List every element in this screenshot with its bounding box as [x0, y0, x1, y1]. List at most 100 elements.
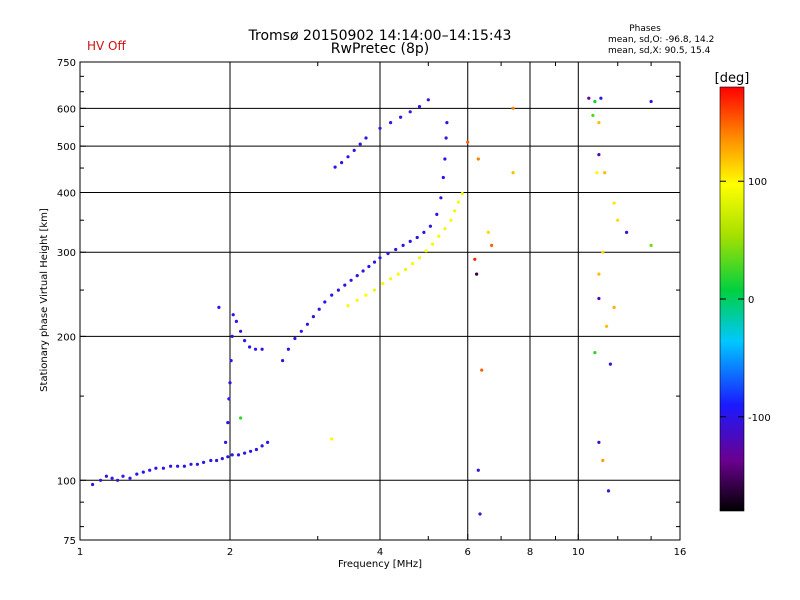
- echo-point: [364, 136, 368, 140]
- echo-point: [476, 157, 480, 161]
- x-tick-label: 4: [377, 547, 383, 558]
- x-tick-label: 10: [572, 547, 585, 558]
- echo-point: [110, 476, 114, 480]
- echo-point: [408, 239, 412, 243]
- echo-point: [593, 351, 597, 355]
- echo-point: [249, 449, 253, 453]
- echo-point: [466, 140, 470, 144]
- echo-point: [480, 368, 484, 372]
- echo-point: [217, 305, 221, 309]
- echo-point: [417, 256, 422, 260]
- echo-point: [346, 304, 350, 308]
- echo-point: [333, 165, 337, 169]
- echo-point: [456, 200, 461, 204]
- echo-point: [236, 453, 241, 457]
- echo-point: [91, 482, 95, 487]
- echo-point: [323, 300, 327, 304]
- echo-point: [443, 227, 447, 231]
- x-tick-label: 2: [227, 547, 233, 558]
- echo-point: [330, 437, 334, 441]
- phase-colorbar: [deg] 100 0 -100: [715, 71, 771, 512]
- y-axis-ticks: 75 100 200 300 400 500 600 750: [57, 58, 680, 547]
- echo-point: [336, 288, 340, 292]
- echo-point: [473, 257, 477, 261]
- x-tick-label: 8: [527, 547, 533, 558]
- y-tick-label: 750: [57, 58, 76, 69]
- hv-status-label: HV Off: [87, 39, 126, 53]
- echo-point: [228, 381, 232, 385]
- echo-point: [239, 416, 243, 420]
- x-tick-label: 6: [465, 547, 471, 558]
- echo-point: [597, 153, 601, 157]
- echo-point: [340, 161, 344, 165]
- y-tick-label: 300: [57, 248, 76, 259]
- echo-point: [226, 455, 230, 459]
- echo-point: [424, 249, 428, 253]
- echo-point: [587, 96, 591, 100]
- echo-point: [220, 457, 224, 461]
- echo-point: [317, 307, 321, 311]
- echo-point: [121, 474, 125, 478]
- echo-point: [202, 460, 206, 464]
- echo-point: [215, 458, 219, 463]
- echo-point: [209, 458, 213, 463]
- colorbar-tick-label: 0: [748, 295, 754, 306]
- echo-point: [116, 478, 120, 482]
- echo-point: [403, 267, 408, 272]
- echo-point: [625, 230, 629, 234]
- echo-point: [161, 466, 165, 470]
- echo-point: [189, 462, 193, 466]
- echo-point: [352, 148, 356, 152]
- echo-point: [104, 474, 108, 478]
- echo-point: [439, 196, 443, 200]
- echo-point: [649, 99, 653, 104]
- echo-point: [649, 243, 653, 247]
- echo-point: [606, 489, 611, 493]
- y-tick-label: 600: [57, 104, 76, 115]
- echo-point: [428, 224, 432, 228]
- echo-point: [227, 397, 231, 401]
- echo-point: [230, 334, 234, 338]
- echo-point: [243, 339, 247, 343]
- echo-point: [601, 458, 605, 463]
- echo-point: [437, 234, 441, 238]
- echo-point: [411, 262, 415, 266]
- echo-point: [603, 171, 607, 175]
- x-tick-label: 16: [674, 547, 687, 558]
- y-tick-label: 500: [57, 142, 76, 153]
- x-axis-ticks: 1 2 4 6 8 10 16: [77, 62, 687, 558]
- y-tick-label: 100: [57, 476, 76, 487]
- echo-point: [231, 313, 235, 317]
- echo-point: [253, 347, 258, 351]
- y-axis-label: Stationary phase Virtual Height [km]: [39, 208, 50, 392]
- echo-point: [281, 359, 285, 363]
- echo-point: [511, 106, 515, 110]
- echo-point: [426, 98, 430, 102]
- echo-point: [605, 324, 609, 328]
- chart-subtitle: RwPretec (8p): [331, 41, 429, 57]
- echo-point: [591, 113, 595, 117]
- echo-point: [597, 296, 601, 301]
- echo-point: [435, 212, 439, 216]
- echo-point: [169, 464, 173, 468]
- echo-point: [597, 121, 601, 125]
- echo-point: [266, 440, 270, 444]
- echo-point: [444, 136, 448, 140]
- colorbar-tick-label: -100: [748, 413, 771, 424]
- echo-point: [394, 247, 398, 252]
- echo-point: [599, 96, 603, 100]
- echo-point: [381, 281, 385, 286]
- echo-point: [260, 444, 264, 448]
- phases-heading: Phases: [629, 24, 661, 34]
- echo-point: [386, 252, 390, 256]
- echo-point: [389, 277, 393, 281]
- echo-point: [311, 315, 315, 319]
- echo-point: [441, 175, 445, 180]
- echo-point: [595, 171, 599, 175]
- echo-point: [343, 283, 347, 287]
- x-tick-label: 1: [77, 547, 83, 558]
- echo-point: [358, 142, 362, 146]
- echo-point: [396, 272, 400, 276]
- plot-area: 1 2 4 6 8 10 16 75 100 200 300 400 500 600 750: [57, 58, 686, 558]
